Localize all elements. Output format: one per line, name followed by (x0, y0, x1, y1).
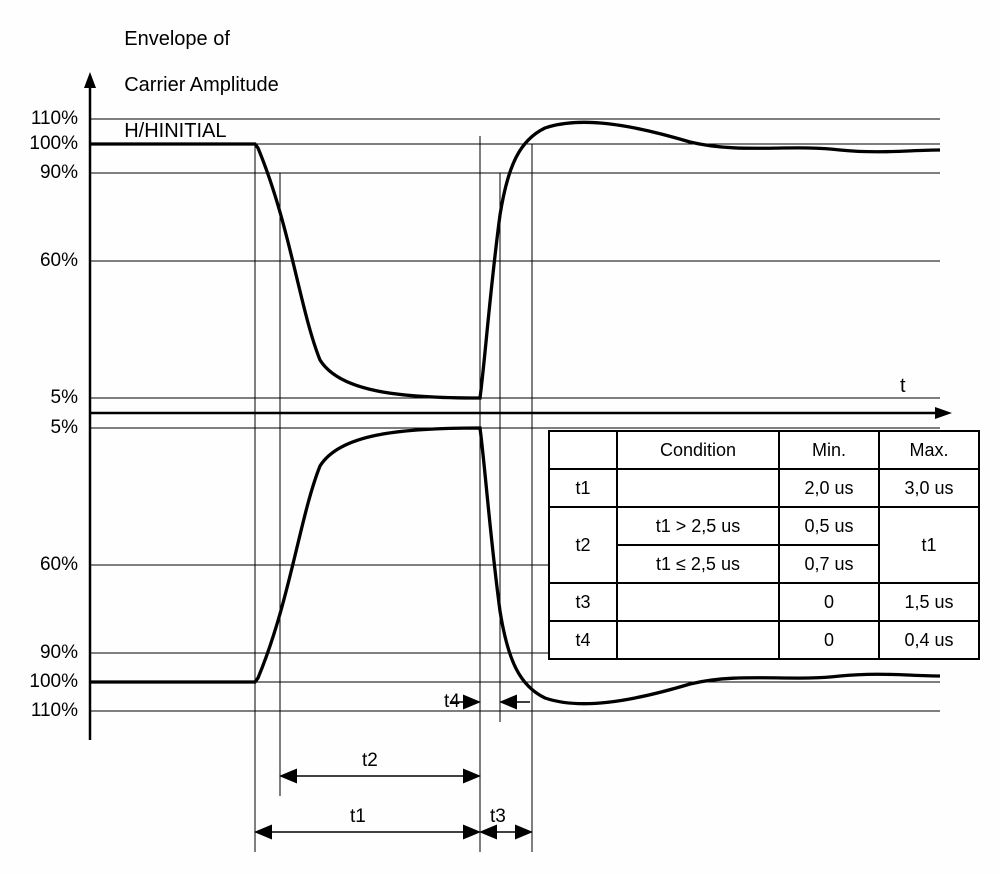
title-line-1: Envelope of (124, 28, 230, 50)
cell-param: t1 (549, 469, 617, 507)
ytick-5-top: 5% (20, 387, 78, 409)
ytick-100-top: 100% (20, 133, 78, 155)
title-line-2: Carrier Amplitude (124, 74, 279, 96)
table-header-row: Condition Min. Max. (549, 431, 979, 469)
cell-param: t4 (549, 621, 617, 659)
label-t3: t3 (490, 806, 506, 828)
label-t4: t4 (444, 691, 460, 713)
table-row: t1 2,0 us 3,0 us (549, 469, 979, 507)
cell-condition (617, 621, 779, 659)
label-t2: t2 (362, 750, 378, 772)
table-row: t4 0 0,4 us (549, 621, 979, 659)
ytick-110-top: 110% (20, 108, 78, 130)
cell-max: 3,0 us (879, 469, 979, 507)
th-max: Max. (879, 431, 979, 469)
diagram-canvas: Envelope of Carrier Amplitude H/HINITIAL… (0, 0, 1000, 874)
vertical-guides (255, 136, 532, 852)
cell-condition: t1 ≤ 2,5 us (617, 545, 779, 583)
cell-param: t3 (549, 583, 617, 621)
x-axis-label: t (900, 375, 906, 398)
cell-min: 0,5 us (779, 507, 879, 545)
label-t1: t1 (350, 806, 366, 828)
cell-min: 0,7 us (779, 545, 879, 583)
cell-condition (617, 583, 779, 621)
ytick-90-bot: 90% (20, 642, 78, 664)
timing-table: Condition Min. Max. t1 2,0 us 3,0 us t2 … (548, 430, 980, 660)
th-blank (549, 431, 617, 469)
y-axis-title: Envelope of Carrier Amplitude H/HINITIAL (102, 5, 279, 166)
cell-param: t2 (549, 507, 617, 583)
title-line-3: H/HINITIAL (124, 120, 226, 142)
cell-max: t1 (879, 507, 979, 583)
cell-condition: t1 > 2,5 us (617, 507, 779, 545)
table-row: t3 0 1,5 us (549, 583, 979, 621)
th-condition: Condition (617, 431, 779, 469)
ytick-100-bot: 100% (20, 671, 78, 693)
cell-max: 0,4 us (879, 621, 979, 659)
table-row: t2 t1 > 2,5 us 0,5 us t1 (549, 507, 979, 545)
ytick-90-top: 90% (20, 162, 78, 184)
x-axis-arrow-icon (935, 407, 952, 419)
y-axis-arrow-icon (84, 72, 96, 88)
ytick-5-bot: 5% (20, 417, 78, 439)
cell-min: 0 (779, 583, 879, 621)
th-min: Min. (779, 431, 879, 469)
ytick-60-bot: 60% (20, 554, 78, 576)
cell-min: 0 (779, 621, 879, 659)
ytick-60-top: 60% (20, 250, 78, 272)
ytick-110-bot: 110% (20, 700, 78, 722)
cell-min: 2,0 us (779, 469, 879, 507)
cell-condition (617, 469, 779, 507)
cell-max: 1,5 us (879, 583, 979, 621)
